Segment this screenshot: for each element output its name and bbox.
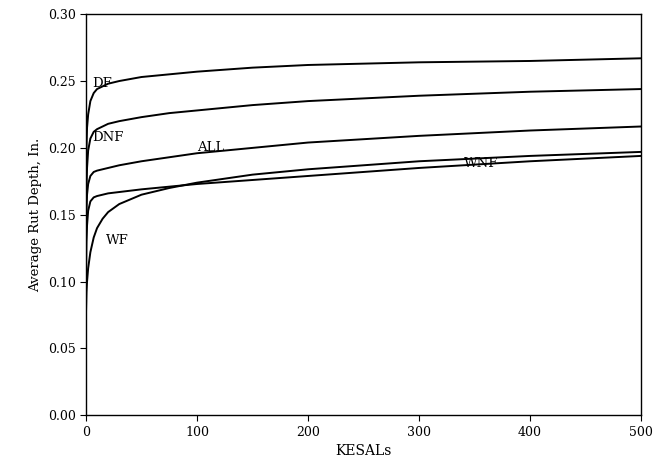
X-axis label: KESALs: KESALs — [335, 444, 392, 458]
Text: WNF: WNF — [463, 158, 498, 170]
Text: DNF: DNF — [93, 131, 124, 143]
Text: ALL: ALL — [197, 142, 224, 154]
Y-axis label: Average Rut Depth, In.: Average Rut Depth, In. — [29, 138, 42, 292]
Text: WF: WF — [106, 234, 129, 247]
Text: DF: DF — [93, 77, 112, 90]
